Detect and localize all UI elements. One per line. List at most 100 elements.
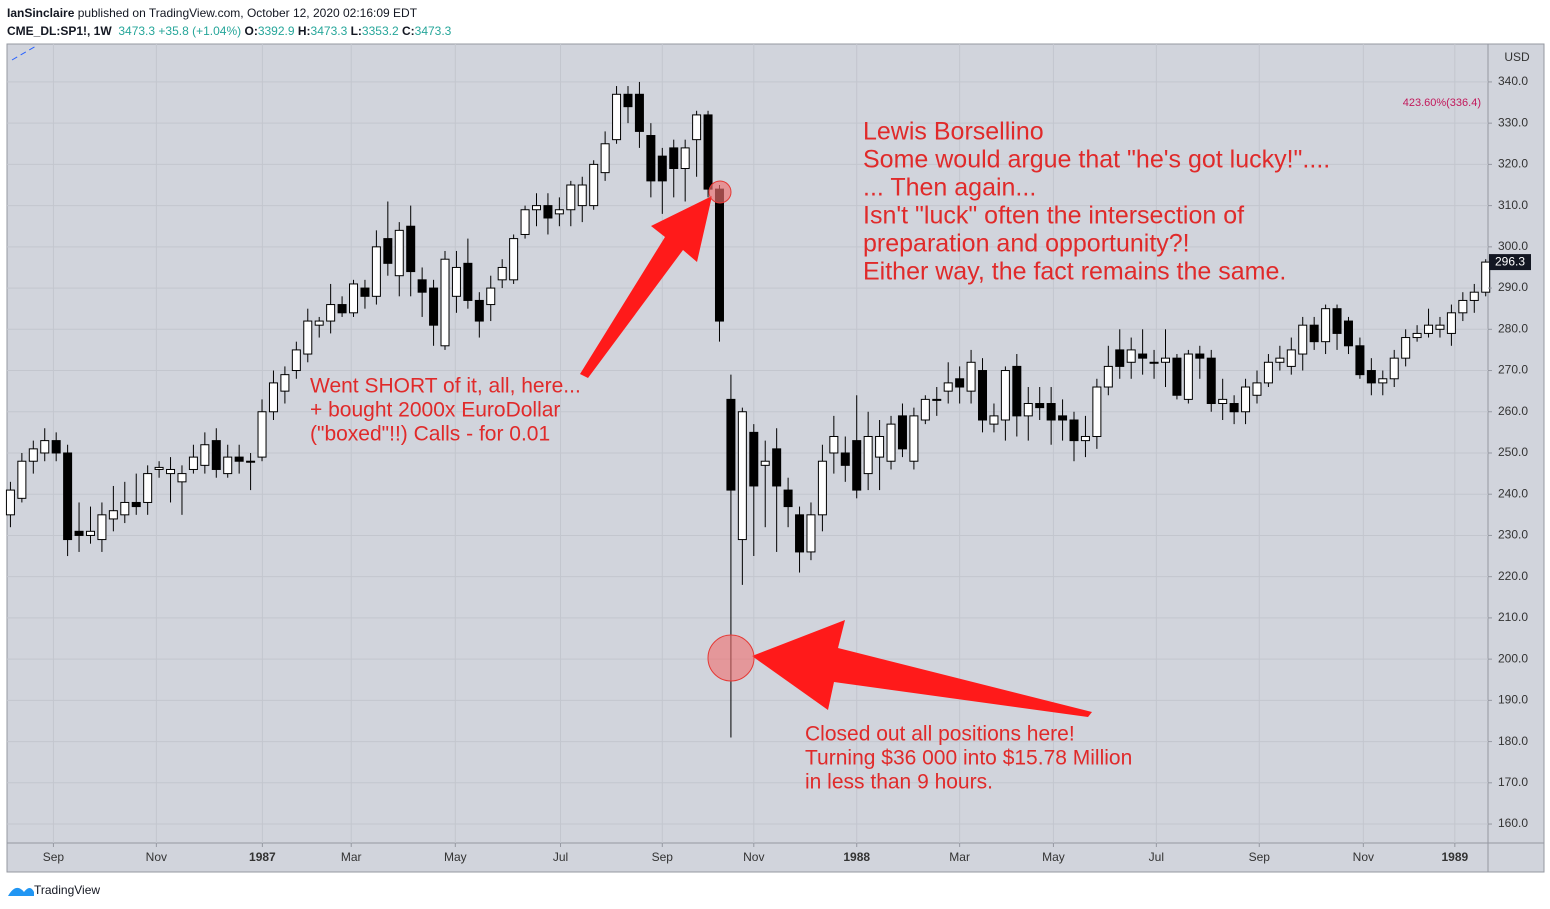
- candle-body: [612, 93, 622, 141]
- axes: 160.0 170.0 180.0 190.0 200.0 210.0 220.0 230.0…: [43, 74, 1531, 864]
- candle-body: [955, 378, 965, 388]
- candle-body: [772, 448, 782, 487]
- candle-body: [166, 468, 176, 475]
- y-tick-label: 170.0: [1498, 775, 1528, 789]
- candle-body: [314, 320, 324, 326]
- symbol-line: CME_DL:SP1!, 1W 3473.3 +35.8 (+1.04%) O:…: [7, 22, 451, 40]
- candle-body: [177, 473, 187, 483]
- candle-body: [234, 456, 244, 462]
- y-tick-label: 260.0: [1498, 404, 1528, 418]
- x-tick-label: Sep: [43, 850, 65, 864]
- annotation: ("boxed"!!) Calls - for 0.01: [310, 423, 550, 446]
- candle-body: [577, 184, 587, 207]
- candle-body: [417, 279, 427, 293]
- candle-body: [1412, 332, 1422, 339]
- candle-body: [646, 135, 656, 182]
- candle-body: [85, 530, 95, 536]
- candles: [5, 81, 1491, 738]
- candle-body: [520, 209, 530, 235]
- candle-body: [692, 114, 702, 141]
- candle-body: [1012, 365, 1022, 417]
- drawing-line: [11, 45, 37, 61]
- candle-body: [1378, 378, 1388, 384]
- ohlc-value: 3473.3: [414, 24, 452, 38]
- x-tick-label: Mar: [341, 850, 362, 864]
- y-tick-label: 220.0: [1498, 569, 1528, 583]
- candle-body: [360, 287, 370, 297]
- candle-body: [394, 229, 404, 277]
- x-tick-label: Sep: [652, 850, 674, 864]
- candle-body: [680, 147, 690, 170]
- candle-body: [326, 304, 336, 322]
- candle-body: [108, 510, 118, 520]
- candle-body: [74, 530, 84, 536]
- x-tick-label: 1989: [1441, 850, 1468, 864]
- candle-body: [5, 489, 15, 516]
- candle-body: [1401, 337, 1411, 359]
- arrow: [580, 196, 712, 378]
- candle-body: [1069, 419, 1079, 442]
- candle-body: [1080, 435, 1090, 442]
- y-tick-label: 280.0: [1498, 321, 1528, 335]
- candle-body: [486, 287, 496, 306]
- x-tick-label: Mar: [949, 850, 970, 864]
- candle-body: [1138, 353, 1148, 359]
- y-tick-label: 330.0: [1498, 115, 1528, 129]
- y-tick-label: 250.0: [1498, 445, 1528, 459]
- x-tick-label: Nov: [146, 850, 167, 864]
- candle-body: [737, 411, 747, 541]
- candle-body: [1058, 415, 1068, 421]
- price-tag: [1489, 254, 1531, 271]
- candle-body: [143, 473, 153, 503]
- last-price: 3473.3: [118, 24, 156, 38]
- candle-body: [886, 423, 896, 462]
- x-tick-label: May: [1042, 850, 1065, 864]
- candle-body: [1366, 370, 1376, 384]
- candle-body: [897, 415, 907, 450]
- x-tick-label: Sep: [1249, 850, 1271, 864]
- candle-body: [852, 440, 862, 491]
- candle-body: [337, 304, 347, 314]
- candle-body: [1160, 357, 1170, 363]
- candle-body: [280, 374, 290, 392]
- candle-body: [246, 460, 256, 463]
- candle-body: [1446, 312, 1456, 334]
- candle-body: [383, 238, 393, 264]
- y-tick-label: 160.0: [1498, 816, 1528, 830]
- candle-body: [1298, 324, 1308, 355]
- candle-body: [1309, 324, 1319, 343]
- candle-body: [63, 452, 73, 541]
- y-tick-label: 320.0: [1498, 157, 1528, 171]
- annotation: Isn't "luck" often the intersection of: [863, 202, 1244, 230]
- candle-body: [1023, 403, 1033, 417]
- candle-body: [1046, 403, 1056, 421]
- candle-body: [543, 205, 553, 219]
- candle-body: [726, 398, 736, 491]
- candle-body: [978, 370, 988, 421]
- currency: USD: [1504, 50, 1530, 64]
- annotation: in less than 9 hours.: [805, 771, 993, 794]
- candle-body: [429, 287, 439, 326]
- y-tick-label: 270.0: [1498, 363, 1528, 377]
- ohlc-value: 3353.2: [361, 24, 399, 38]
- y-tick-label: 240.0: [1498, 486, 1528, 500]
- candle-body: [783, 489, 793, 508]
- candle-body: [703, 114, 713, 190]
- candle-body: [920, 398, 930, 421]
- candle-body: [1275, 357, 1285, 363]
- symbol: CME_DL:SP1!, 1W: [7, 24, 112, 38]
- candle-body: [211, 440, 221, 470]
- y-tick-label: 300.0: [1498, 239, 1528, 253]
- candle-body: [440, 258, 450, 347]
- candle-body: [1035, 403, 1045, 409]
- candle-body: [463, 262, 473, 301]
- brand: TradingView: [34, 883, 100, 897]
- candle-body: [223, 456, 233, 475]
- author: IanSinclaire: [7, 6, 75, 20]
- candle-body: [589, 163, 599, 207]
- ohlc-label: L:: [350, 24, 362, 38]
- candle-body: [200, 444, 210, 466]
- candle-body: [1252, 382, 1262, 396]
- candle-body: [966, 361, 976, 392]
- candle-body: [131, 501, 141, 508]
